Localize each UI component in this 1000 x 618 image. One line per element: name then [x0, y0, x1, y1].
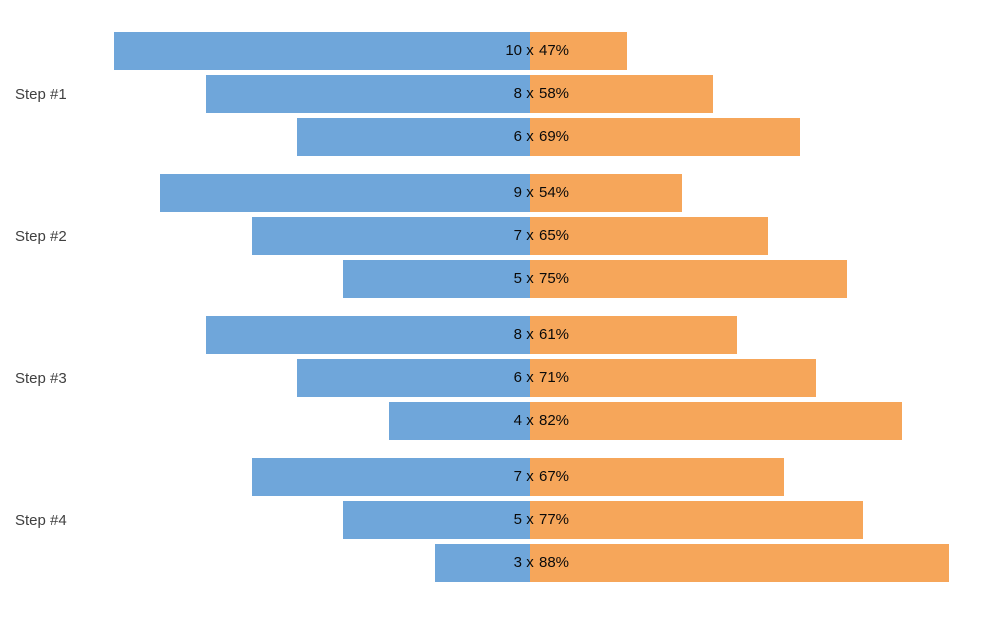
- units-bar: [343, 501, 530, 539]
- bar-label-separator: x: [526, 412, 534, 429]
- units-bar: [205, 75, 530, 113]
- bar-label-separator: x: [526, 326, 534, 343]
- percent-bar: [530, 544, 950, 582]
- bar-label-percent: 58%: [539, 85, 570, 102]
- units-bar: [114, 32, 530, 70]
- bar-label-units: 6: [513, 369, 522, 386]
- percent-bar: [530, 174, 683, 212]
- percent-bar: [530, 458, 785, 496]
- bar-label-units: 8: [513, 326, 522, 343]
- bar-label-separator: x: [526, 468, 534, 485]
- bar-label-units: 3: [513, 554, 522, 571]
- percent-bar: [530, 402, 902, 440]
- bar-label-units: 6: [513, 128, 522, 145]
- percent-bar: [530, 316, 737, 354]
- units-bar: [297, 118, 530, 156]
- bar-label-units: 9: [513, 184, 522, 201]
- bar-label-percent: 65%: [539, 227, 570, 244]
- step-group-label: Step #1: [15, 86, 67, 103]
- percent-bar: [530, 260, 847, 298]
- bar-label-units: 7: [513, 468, 522, 485]
- bar-label-percent: 77%: [539, 511, 570, 528]
- bar-label-percent: 88%: [539, 554, 570, 571]
- percent-bar: [530, 359, 816, 397]
- percent-bar: [530, 32, 628, 70]
- percent-bar: [530, 75, 714, 113]
- percent-bar: [530, 118, 800, 156]
- bar-label-separator: x: [526, 128, 534, 145]
- step-group-label: Step #2: [15, 228, 67, 245]
- percent-bar: [530, 501, 863, 539]
- bar-label-separator: x: [526, 554, 534, 571]
- bar-label-units: 5: [513, 511, 522, 528]
- bar-label-separator: x: [526, 369, 534, 386]
- units-bar: [159, 174, 530, 212]
- bar-label-percent: 61%: [539, 326, 570, 343]
- units-bar: [435, 544, 530, 582]
- bar-label-separator: x: [526, 227, 534, 244]
- bar-label-percent: 71%: [539, 369, 570, 386]
- bar-label-separator: x: [526, 184, 534, 201]
- bar-label-percent: 47%: [539, 42, 570, 59]
- units-bar: [343, 260, 530, 298]
- units-bar: [205, 316, 530, 354]
- percent-bar: [530, 217, 769, 255]
- bar-label-separator: x: [526, 511, 534, 528]
- bar-label-units: 7: [513, 227, 522, 244]
- step-group-label: Step #3: [15, 370, 67, 387]
- bar-label-percent: 69%: [539, 128, 570, 145]
- units-bar: [251, 458, 530, 496]
- bar-label-units: 5: [513, 270, 522, 287]
- bar-label-separator: x: [526, 85, 534, 102]
- step-group-label: Step #4: [15, 512, 67, 529]
- bar-label-units: 8: [513, 85, 522, 102]
- bar-label-percent: 82%: [539, 412, 570, 429]
- bar-label-units: 10: [505, 42, 522, 59]
- bar-label-separator: x: [526, 42, 534, 59]
- bar-label-units: 4: [513, 412, 522, 429]
- bar-label-percent: 67%: [539, 468, 570, 485]
- bar-label-separator: x: [526, 270, 534, 287]
- units-bar: [389, 402, 530, 440]
- bar-label-percent: 54%: [539, 184, 570, 201]
- units-bar: [251, 217, 530, 255]
- units-bar: [297, 359, 530, 397]
- bar-label-percent: 75%: [539, 270, 570, 287]
